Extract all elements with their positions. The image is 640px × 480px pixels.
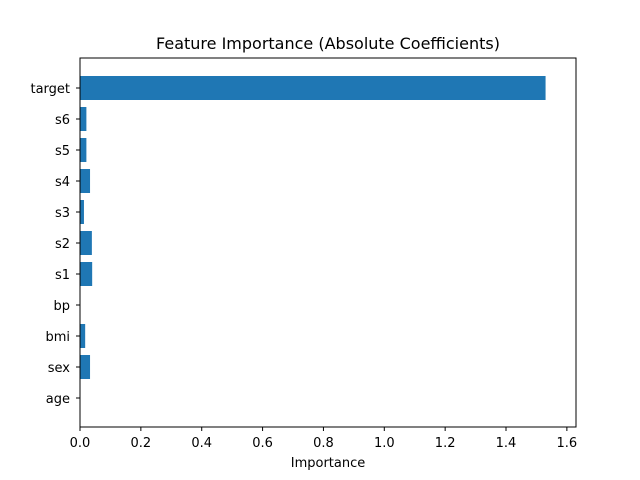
bar-s4	[80, 169, 91, 193]
x-axis-label: Importance	[291, 456, 366, 471]
y-tick-label: s2	[55, 237, 70, 252]
x-tick-label: 1.4	[496, 436, 517, 451]
bar-s1	[80, 262, 93, 286]
y-tick-label: bmi	[45, 330, 70, 345]
y-tick-label: sex	[48, 361, 71, 376]
y-axis-ticks: age sex bmi bp s1 s2 s3 s4 s5 s6 target	[30, 82, 80, 407]
x-tick-label: 1.6	[557, 436, 578, 451]
x-tick-label: 0.0	[70, 436, 91, 451]
x-tick-label: 0.4	[191, 436, 212, 451]
y-tick-label: bp	[53, 299, 70, 314]
y-tick-label: s5	[55, 144, 70, 159]
x-axis-ticks: 0.0 0.2 0.4 0.6 0.8 1.0 1.2 1.4 1.6	[70, 427, 578, 451]
y-tick-label: age	[46, 392, 70, 407]
y-tick-label: s6	[55, 113, 70, 128]
chart-title: Feature Importance (Absolute Coefficient…	[156, 34, 500, 53]
y-tick-label: s1	[55, 268, 70, 283]
x-tick-label: 0.6	[252, 436, 273, 451]
y-tick-label: s3	[55, 206, 70, 221]
bar-s6	[80, 107, 87, 131]
bars-group	[80, 76, 546, 379]
bar-sex	[80, 355, 91, 379]
bar-s3	[80, 200, 84, 224]
x-tick-label: 0.2	[131, 436, 152, 451]
y-tick-label: s4	[55, 175, 70, 190]
x-tick-label: 1.2	[435, 436, 456, 451]
y-tick-label: target	[30, 82, 70, 97]
x-tick-label: 1.0	[374, 436, 395, 451]
plot-frame	[79, 57, 577, 428]
x-tick-label: 0.8	[313, 436, 334, 451]
bar-target	[80, 76, 546, 100]
bar-s5	[80, 138, 87, 162]
bar-s2	[80, 231, 92, 255]
bar-bmi	[80, 324, 86, 348]
